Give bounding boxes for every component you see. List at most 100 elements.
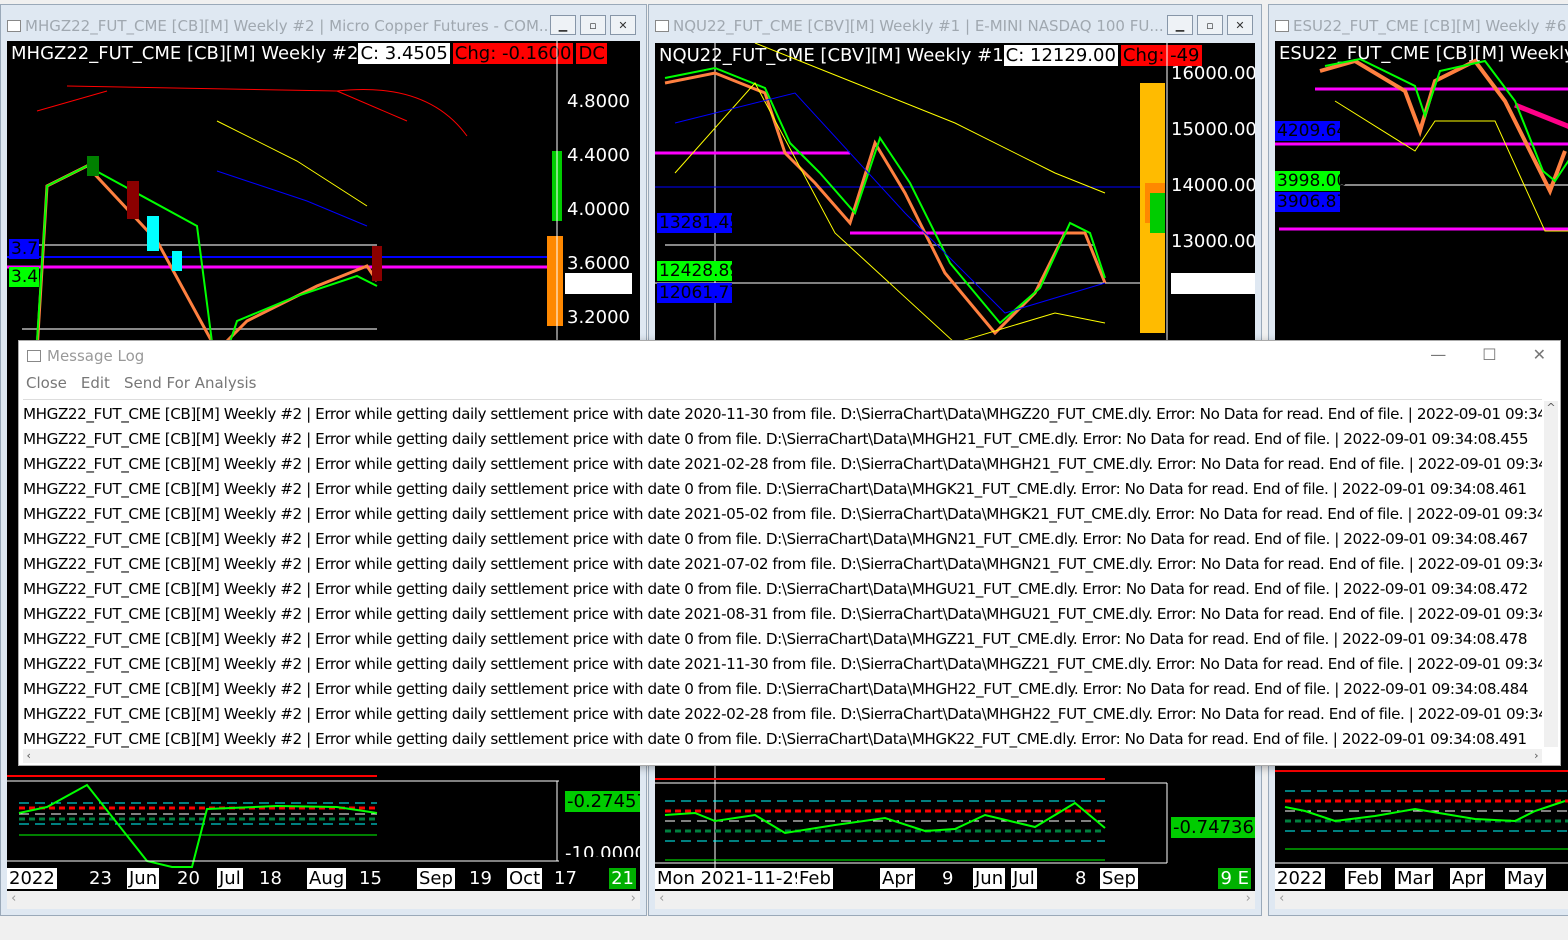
change-value: Chg: -0.1600 [452, 43, 574, 64]
window-title-text: ESU22_FUT_CME [CB][M] Weekly #6 [1293, 17, 1567, 35]
chart-header: NQU22_FUT_CME [CBV][M] Weekly #1 C: 1212… [659, 45, 1202, 66]
time-axis-label: 9 [942, 868, 954, 889]
log-row[interactable]: MHGZ22_FUT_CME [CB][M] Weekly #2 | Error… [23, 705, 1542, 723]
time-axis-label: 2022 [1275, 868, 1325, 889]
window-title: ESU22_FUT_CME [CB][M] Weekly #6 [1275, 15, 1568, 37]
close-price: C: 3.4505 [358, 43, 450, 64]
level-tag: 3.49 [9, 267, 39, 287]
menu-send-for-analysis[interactable]: Send For Analysis [123, 374, 257, 392]
time-axis-label: Jul [1011, 868, 1037, 889]
level-tag: 4209.64 [1275, 121, 1348, 141]
last-price-label: 3.4505 [565, 273, 632, 294]
level-tag: 3906.87 [1275, 192, 1348, 212]
chart-drawing [1275, 57, 1568, 864]
price-axis-label: 15000.00 [1171, 119, 1255, 140]
log-row[interactable]: MHGZ22_FUT_CME [CB][M] Weekly #2 | Error… [23, 680, 1529, 698]
symbol-label: ESU22_FUT_CME [CB][M] Weekly [1279, 43, 1568, 64]
horizontal-scrollbar[interactable]: ‹ › [7, 891, 640, 909]
menu-close[interactable]: Close [26, 374, 67, 392]
log-row[interactable]: MHGZ22_FUT_CME [CB][M] Weekly #2 | Error… [23, 455, 1542, 473]
window-title: NQU22_FUT_CME [CBV][M] Weekly #1 | E-MIN… [655, 15, 1255, 37]
chart-header: ESU22_FUT_CME [CB][M] Weekly [1279, 43, 1568, 64]
window-title-text: MHGZ22_FUT_CME [CB][M] Weekly #2 | Micro… [25, 17, 554, 35]
level-tag: 3.70 [9, 239, 39, 259]
price-axis-label: 4.0000 [567, 199, 630, 220]
log-row[interactable]: MHGZ22_FUT_CME [CB][M] Weekly #2 | Error… [23, 630, 1528, 648]
price-axis-label: 16000.00 [1171, 63, 1255, 84]
close-button[interactable]: ✕ [1227, 15, 1253, 35]
log-row[interactable]: MHGZ22_FUT_CME [CB][M] Weekly #2 | Error… [23, 530, 1529, 548]
oscillator-value: -0.27457 [565, 791, 640, 812]
level-tag: 12061.77 [657, 283, 732, 303]
level-tag: 13281.45 [657, 213, 732, 233]
time-axis-label: 15 [359, 868, 382, 889]
log-row[interactable]: MHGZ22_FUT_CME [CB][M] Weekly #2 | Error… [23, 580, 1528, 598]
time-axis-label: Oct [507, 868, 543, 889]
log-row[interactable]: MHGZ22_FUT_CME [CB][M] Weekly #2 | Error… [23, 655, 1542, 673]
time-axis-label: Aug [307, 868, 347, 889]
horizontal-scrollbar[interactable]: ‹ › [655, 891, 1255, 909]
log-row[interactable]: MHGZ22_FUT_CME [CB][M] Weekly #2 | Error… [23, 430, 1529, 448]
symbol-label: MHGZ22_FUT_CME [CB][M] Weekly #2 [11, 43, 359, 64]
change-value: Chg: -49 [1120, 45, 1202, 66]
time-axis-end: 9 E [1218, 868, 1251, 889]
chart-header: MHGZ22_FUT_CME [CB][M] Weekly #2 C: 3.45… [11, 43, 607, 64]
restore-button[interactable]: ▫ [580, 15, 606, 35]
time-axis-label: 2022 [7, 868, 57, 889]
time-axis-label: 20 [177, 868, 200, 889]
time-axis-label: Jun [127, 868, 160, 889]
log-row[interactable]: MHGZ22_FUT_CME [CB][M] Weekly #2 | Error… [23, 730, 1527, 748]
window-icon [1275, 20, 1289, 32]
menu-bar: Close Edit Send For Analysis [26, 374, 257, 392]
minimize-button[interactable]: ▁ [550, 15, 576, 35]
maximize-button[interactable]: ☐ [1482, 345, 1497, 364]
price-axis-label: 4.4000 [567, 145, 630, 166]
horizontal-scrollbar[interactable]: ‹ › [23, 749, 1542, 763]
chart-drawing [655, 43, 1168, 873]
level-tag: 12428.89 [657, 261, 732, 281]
price-axis-label: 13000.00 [1171, 231, 1255, 252]
message-log-window[interactable]: Message Log — ☐ ✕ Close Edit Send For Anal… [18, 340, 1561, 766]
log-row[interactable]: MHGZ22_FUT_CME [CB][M] Weekly #2 | Error… [23, 405, 1542, 423]
window-icon [7, 20, 21, 32]
time-axis-label: Apr [880, 868, 916, 889]
price-axis-label: 3.6000 [567, 253, 630, 274]
menu-edit[interactable]: Edit [80, 374, 110, 392]
time-axis-label: Feb [797, 868, 833, 889]
time-axis-label: Apr [1450, 868, 1486, 889]
time-axis-label: Sep [417, 868, 455, 889]
time-axis-label: Jul [217, 868, 243, 889]
time-axis-label: Mar [1395, 868, 1433, 889]
close-button[interactable]: ✕ [610, 15, 636, 35]
price-axis-label: 14000.00 [1171, 175, 1255, 196]
log-title: Message Log [27, 347, 144, 365]
time-axis-end: 21 [609, 868, 636, 889]
log-row[interactable]: MHGZ22_FUT_CME [CB][M] Weekly #2 | Error… [23, 480, 1527, 498]
symbol-label: NQU22_FUT_CME [CBV][M] Weekly #1 [659, 45, 1004, 66]
restore-button[interactable]: ▫ [1197, 15, 1223, 35]
time-axis-label: Sep [1100, 868, 1138, 889]
price-axis-label: 3.2000 [567, 307, 630, 328]
window-icon [27, 350, 41, 362]
log-title-text: Message Log [47, 347, 145, 365]
close-button[interactable]: ✕ [1532, 345, 1546, 364]
time-axis-label: 17 [554, 868, 577, 889]
horizontal-scrollbar[interactable]: ‹ [1275, 891, 1568, 909]
window-title: MHGZ22_FUT_CME [CB][M] Weekly #2 | Micro… [7, 15, 640, 37]
minimize-button[interactable]: ▁ [1167, 15, 1193, 35]
time-axis-label: 8 [1075, 868, 1087, 889]
oscillator-axis-label: -10.0000 [565, 843, 640, 857]
log-row[interactable]: MHGZ22_FUT_CME [CB][M] Weekly #2 | Error… [23, 605, 1542, 623]
last-price-label: 12198.75 [1171, 273, 1255, 294]
window-title-text: NQU22_FUT_CME [CBV][M] Weekly #1 | E-MIN… [673, 17, 1164, 35]
vertical-scrollbar[interactable]: ^ [1544, 401, 1558, 747]
window-icon [655, 20, 669, 32]
time-axis-label: 19 [469, 868, 492, 889]
minimize-button[interactable]: — [1430, 345, 1447, 364]
header-extra: DC [576, 43, 607, 64]
log-row[interactable]: MHGZ22_FUT_CME [CB][M] Weekly #2 | Error… [23, 555, 1542, 573]
time-axis-label: Jun [973, 868, 1006, 889]
log-row[interactable]: MHGZ22_FUT_CME [CB][M] Weekly #2 | Error… [23, 505, 1542, 523]
time-axis-label: May [1505, 868, 1547, 889]
log-list[interactable]: MHGZ22_FUT_CME [CB][M] Weekly #2 | Error… [23, 399, 1542, 749]
